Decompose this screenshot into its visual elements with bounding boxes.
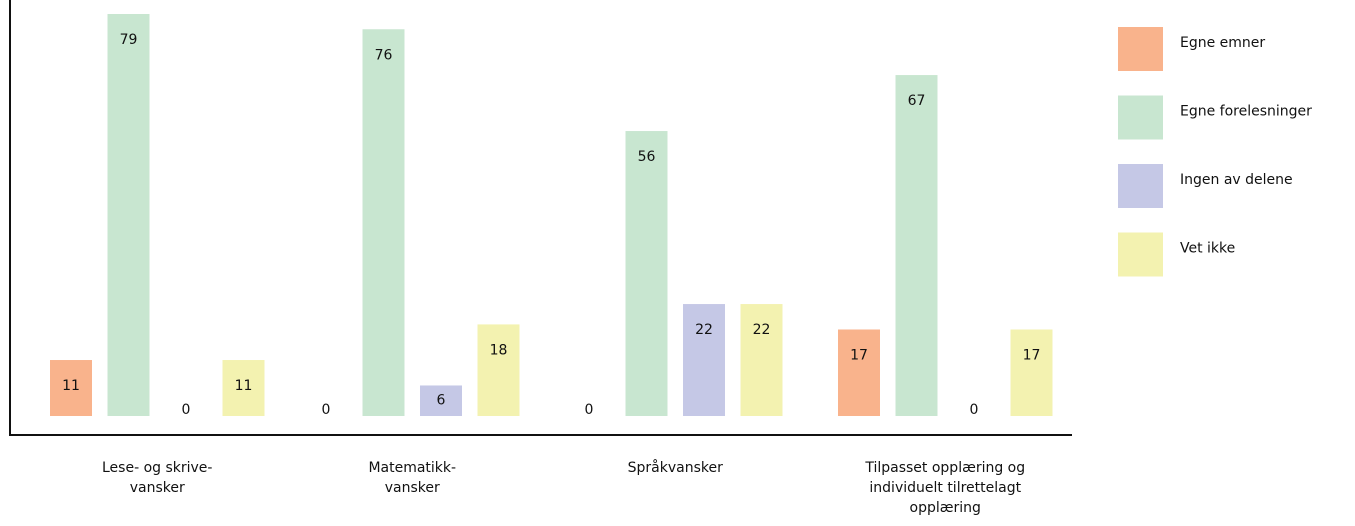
value-label: 11 [62, 378, 80, 394]
bar [420, 385, 462, 416]
legend-swatch [1118, 232, 1163, 277]
value-label: 79 [120, 32, 138, 48]
value-label: 76 [375, 47, 393, 63]
x-tick-label: Tilpasset opplæring og individuelt tilre… [865, 460, 1026, 516]
bar [683, 304, 725, 416]
bar [625, 131, 668, 417]
legend-label: Vet ikke [1180, 241, 1235, 257]
legend-swatch [1118, 95, 1163, 140]
value-label: 22 [753, 322, 771, 338]
value-label: 11 [235, 378, 253, 394]
x-tick-label: Språkvansker [627, 460, 723, 476]
legend-swatch [1118, 27, 1163, 71]
x-tick-label: Lese- og skrive-vansker [102, 460, 213, 496]
value-label: 0 [182, 402, 191, 418]
bar [50, 360, 92, 416]
bar [477, 324, 520, 416]
value-label: 0 [585, 402, 594, 418]
value-label: 18 [490, 342, 508, 358]
value-label: 0 [970, 402, 979, 418]
bar [740, 304, 783, 416]
value-label: 17 [850, 347, 868, 363]
bar [362, 29, 405, 417]
value-label: 56 [638, 149, 656, 165]
legend-label: Egne forelesninger [1180, 104, 1312, 120]
legend-swatch [1118, 164, 1163, 208]
value-label: 22 [695, 322, 713, 338]
bar [107, 14, 150, 416]
bar [838, 329, 880, 416]
value-label: 67 [908, 93, 926, 109]
bar [895, 75, 938, 416]
value-label: 6 [437, 393, 446, 409]
bar [1010, 329, 1053, 416]
value-label: 0 [322, 402, 331, 418]
bar [222, 360, 265, 416]
x-tick-label: Matematikk-vansker [368, 460, 457, 496]
legend-label: Ingen av delene [1180, 172, 1293, 188]
value-label: 17 [1023, 347, 1041, 363]
legend-label: Egne emner [1180, 35, 1265, 51]
